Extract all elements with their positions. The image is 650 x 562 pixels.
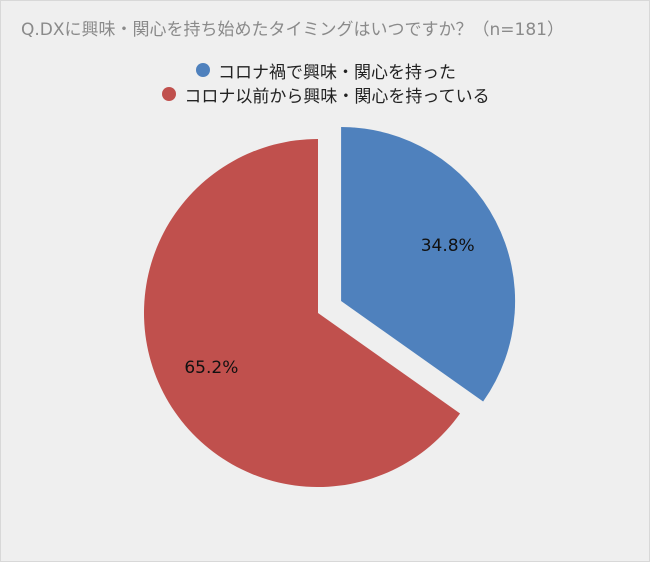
legend-label: コロナ禍で興味・関心を持った (218, 62, 456, 83)
legend-label: コロナ以前から興味・関心を持っている (184, 86, 490, 107)
legend-marker (196, 63, 210, 77)
chart-title: Q.DXに興味・関心を持ち始めたタイミングはいつですか？（n=181） (21, 20, 564, 40)
data-label: 34.8% (421, 236, 475, 256)
data-label: 65.2% (184, 358, 238, 378)
legend: コロナ禍で興味・関心を持ったコロナ以前から興味・関心を持っている (1, 59, 649, 107)
pie-slice (341, 127, 516, 402)
legend-marker (162, 87, 177, 101)
legend-entry: コロナ禍で興味・関心を持った (196, 59, 456, 83)
pie-slice (143, 139, 461, 487)
legend-entry: コロナ以前から興味・関心を持っている (162, 83, 490, 107)
